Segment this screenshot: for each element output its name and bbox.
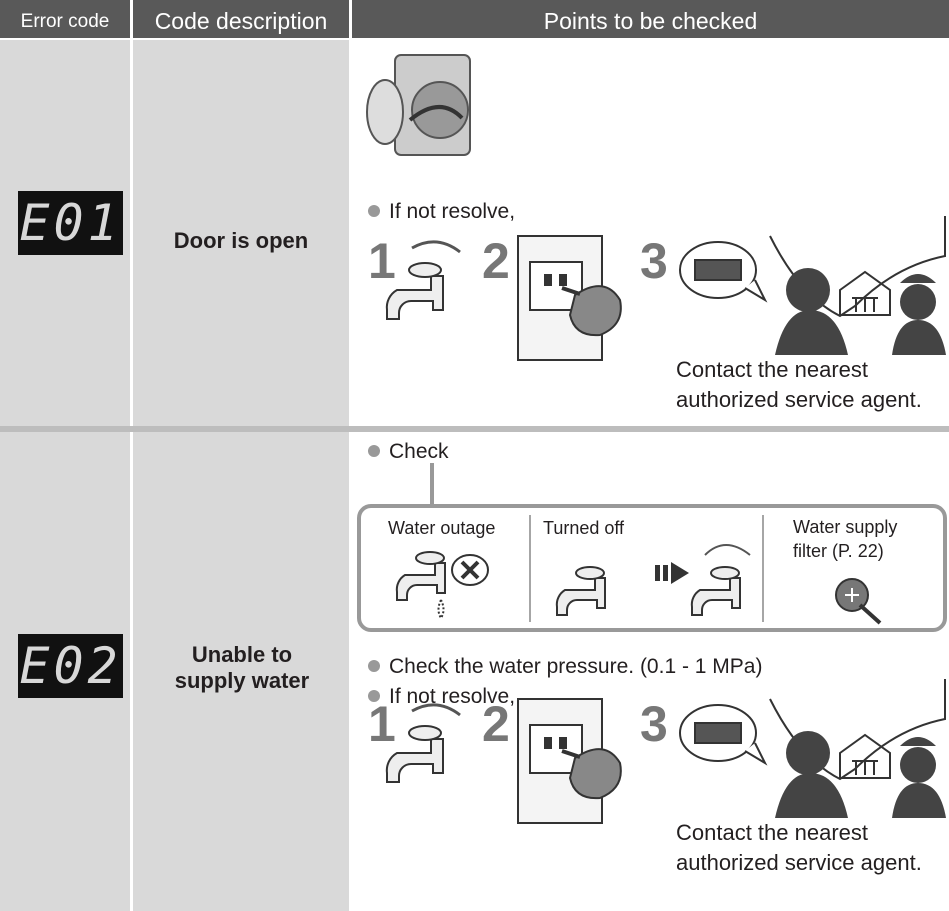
step-illustrations-part <box>775 268 946 355</box>
table-background-part <box>0 426 949 432</box>
step-number: 2 <box>482 696 510 752</box>
step-illustrations-part-part <box>786 731 830 775</box>
step-illustrations-part-part <box>892 783 946 818</box>
check-box-part-part <box>690 577 741 616</box>
step-illustrations-part-part <box>694 722 742 744</box>
check-box-part-part <box>845 588 859 602</box>
check-box-part-part <box>460 560 480 580</box>
step-number: 2 <box>482 233 510 289</box>
step-illustrations-part-part <box>411 240 461 254</box>
check-box-part <box>395 544 882 625</box>
step-illustrations-part-part <box>568 285 622 337</box>
error-code-display: E01 <box>18 191 123 255</box>
step-illustrations-part-part <box>694 259 742 281</box>
step-illustrations-part <box>839 270 891 316</box>
table-background-part <box>133 40 349 426</box>
step-illustrations-part-part <box>900 737 936 746</box>
check-box-part-part <box>858 603 882 625</box>
bullet: Check <box>368 439 449 465</box>
step-illustrations-part-part <box>559 737 567 749</box>
step-illustrations-part-part <box>744 742 768 766</box>
code-description: Door is open <box>173 228 309 253</box>
check-box-part-part <box>575 566 605 580</box>
check-box <box>357 504 947 632</box>
step-illustrations-part-part <box>385 275 444 320</box>
step-illustrations-part-part <box>852 297 878 312</box>
step-illustrations-part-part <box>900 284 936 320</box>
step-illustrations-part-part <box>775 773 848 818</box>
step-illustrations-part-part <box>544 737 552 749</box>
step-illustrations-part-part <box>744 279 768 303</box>
code-description: Unable to supply water <box>174 642 310 693</box>
error-code-display: E02 <box>18 634 123 698</box>
step-number: 3 <box>640 696 668 752</box>
cause-label: Turned off <box>543 518 625 538</box>
step-illustrations-part-part <box>775 310 848 355</box>
step-illustrations-part-part <box>786 268 830 312</box>
step-illustrations-part-part <box>408 262 442 278</box>
step-illustrations <box>385 216 946 361</box>
step-illustrations-part <box>385 216 946 361</box>
step-illustrations-part <box>775 731 946 818</box>
check-box-part <box>655 562 689 584</box>
step-illustrations-part-part <box>385 738 444 783</box>
header-cell: Points to be checked <box>543 8 758 34</box>
header-cell: Code description <box>154 8 328 34</box>
step-illustrations-part-part <box>900 274 936 283</box>
step-number: 1 <box>368 696 396 752</box>
step-illustrations-part <box>839 733 891 779</box>
check-box-part-part <box>415 551 445 565</box>
table-background-part <box>133 432 349 911</box>
check-box-part-part <box>555 577 606 616</box>
bullet: If not resolve, <box>368 684 515 710</box>
washing-machine-part <box>411 81 469 139</box>
step-illustrations-part-part <box>408 725 442 741</box>
check-box-part-part <box>395 562 446 601</box>
step-illustrations-part-part <box>561 749 581 759</box>
bullet: If not resolve, <box>368 199 515 225</box>
table-background-part <box>352 0 949 38</box>
check-box-part-part <box>704 544 751 556</box>
header-cell: Error code <box>20 11 110 32</box>
check-box-part <box>357 504 947 632</box>
step-illustrations <box>385 679 946 824</box>
washing-machine-part <box>408 105 464 122</box>
check-box-part-part <box>437 599 445 620</box>
contact-text: Contact the nearest authorized service a… <box>676 820 922 875</box>
step-illustrations-part-part <box>892 320 946 355</box>
step-illustrations-part-part <box>852 760 878 775</box>
cause-label: Water supply filter (P. 22) <box>793 517 898 561</box>
table-background-part <box>133 0 349 38</box>
step-illustrations-part-part <box>900 747 936 783</box>
washing-machine <box>366 54 471 156</box>
washing-machine-part <box>366 79 404 145</box>
contact-text: Contact the nearest authorized service a… <box>676 357 922 412</box>
check-box-part-part <box>710 566 740 580</box>
step-illustrations-part-part <box>544 274 552 286</box>
step-number: 3 <box>640 233 668 289</box>
step-illustrations-part-part <box>839 733 891 779</box>
cause-label: Water outage <box>388 518 496 538</box>
table-background-part <box>0 0 130 38</box>
step-number: 1 <box>368 233 396 289</box>
step-illustrations-part-part <box>559 274 567 286</box>
bullet: Check the water pressure. (0.1 - 1 MPa) <box>368 654 762 680</box>
step-illustrations-part-part <box>568 748 622 800</box>
step-illustrations-part-part <box>839 270 891 316</box>
step-illustrations-part-part <box>561 286 581 296</box>
